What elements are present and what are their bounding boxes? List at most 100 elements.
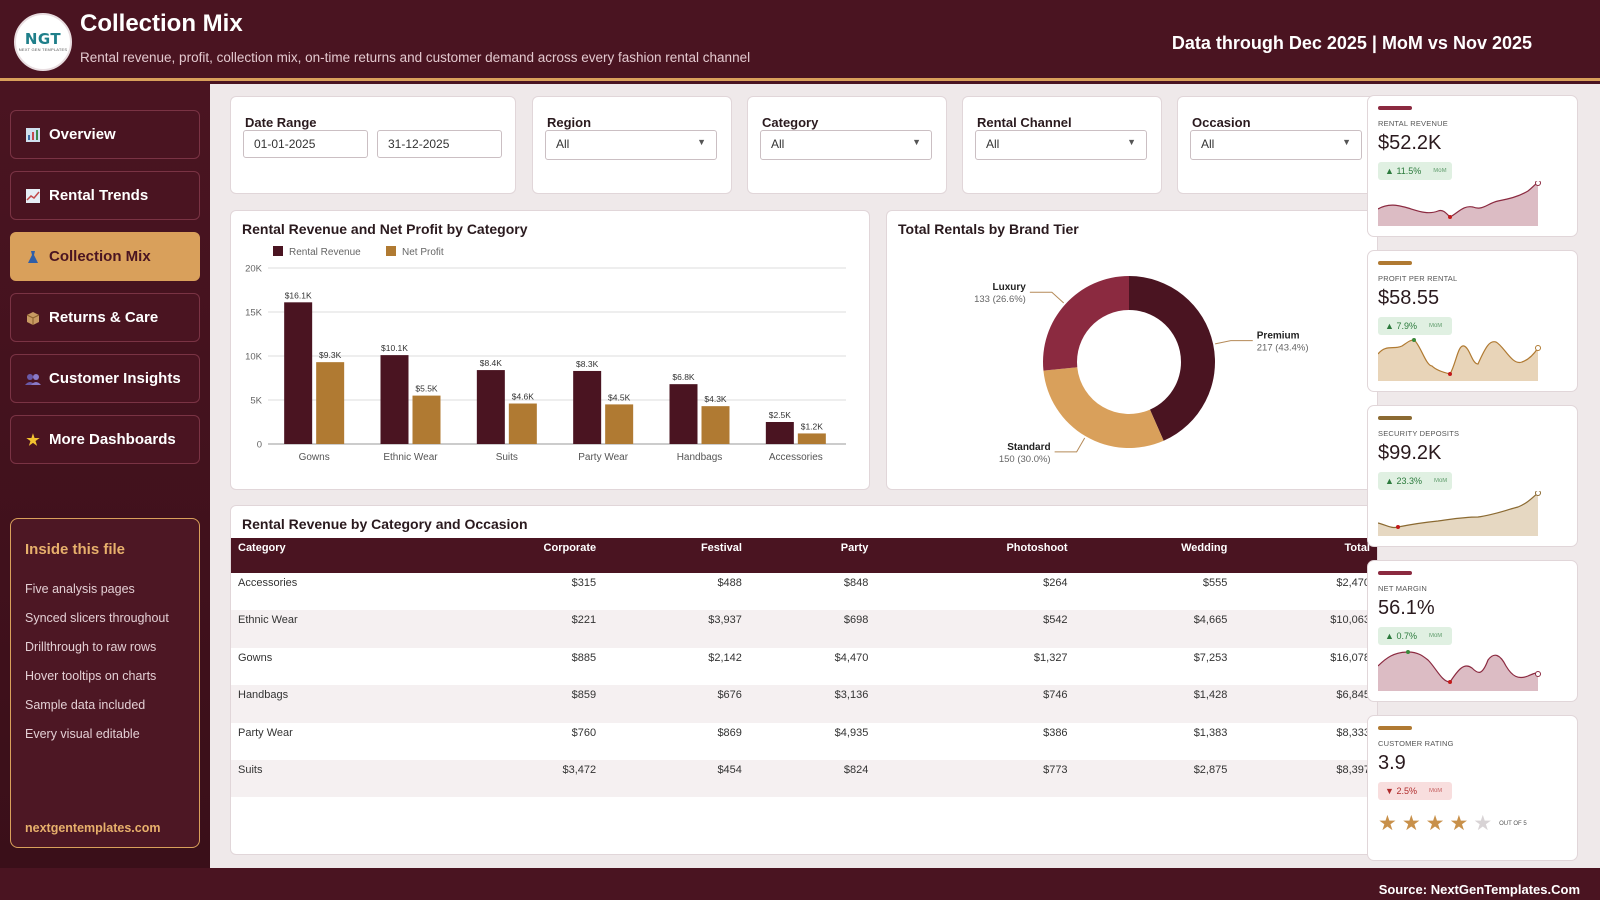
nav-label: Rental Trends (49, 187, 149, 204)
channel-select[interactable]: All ▼ (975, 130, 1147, 160)
page-subtitle: Rental revenue, profit, collection mix, … (80, 50, 751, 65)
table-cell: $10,063 (1234, 610, 1377, 648)
column-header[interactable]: Festival (603, 538, 749, 573)
column-header[interactable]: Corporate (426, 538, 604, 573)
data-label: $10.1K (381, 343, 408, 353)
nav-rental-trends[interactable]: Rental Trends (10, 171, 200, 220)
dress-icon (25, 249, 41, 265)
data-label: $4.5K (608, 392, 631, 402)
bar-rental-revenue (284, 302, 313, 444)
table-row[interactable]: Accessories $315 $488 $848 $264 $555 $2,470 (231, 573, 1377, 610)
inside-item: Sample data included (25, 698, 146, 712)
select-value: All (771, 137, 785, 151)
region-select[interactable]: All ▼ (545, 130, 717, 160)
donut-slice-standard (1043, 367, 1164, 448)
kpi-change: 0.7% (1396, 631, 1417, 641)
occasion-select[interactable]: All ▼ (1190, 130, 1362, 160)
slice-value-label: 133 (26.6%) (974, 294, 1026, 305)
page-title: Collection Mix (80, 10, 243, 37)
nav-label: More Dashboards (49, 431, 176, 448)
legend-swatch (386, 246, 396, 256)
date-end-input[interactable]: 31-12-2025 (377, 130, 502, 158)
nav-customer-insights[interactable]: Customer Insights (10, 354, 200, 403)
column-header[interactable]: Party (748, 538, 876, 573)
kpi-profit-per-rental[interactable]: PROFIT PER RENTAL $58.55 ▲ 7.9% MoM (1367, 250, 1578, 392)
table-cell: Ethnic Wear (231, 610, 427, 648)
logo[interactable]: NGT NEXT GEN TEMPLATES (14, 13, 72, 71)
site-link[interactable]: nextgentemplates.com (25, 821, 161, 835)
column-header[interactable]: Category (231, 538, 427, 573)
arrow-up-icon: ▲ (1385, 631, 1394, 641)
kpi-rental-revenue[interactable]: RENTAL REVENUE $52.2K ▲ 11.5% MoM (1367, 95, 1578, 237)
slice-value-label: 217 (43.4%) (1257, 343, 1309, 354)
y-tick-label: 20K (245, 264, 263, 275)
table-cell: $773 (875, 759, 1075, 798)
table-cell: $7,253 (1193, 651, 1228, 664)
slice-name-label: Premium (1257, 331, 1300, 342)
select-value: All (556, 137, 570, 151)
kpi-change-badge: ▲ 7.9% MoM (1378, 317, 1452, 335)
table-cell: $698 (748, 610, 876, 648)
bar-chart[interactable]: Rental Revenue Net Profit 0 5K 10K 15K 20K $16.… (231, 231, 871, 491)
table-cell: $386 (1043, 726, 1068, 739)
table-cell: $555 (1202, 577, 1228, 589)
filter-label: Rental Channel (977, 115, 1072, 130)
star-filled-icon: ★ (1425, 812, 1445, 835)
nav-more-dashboards[interactable]: ★ More Dashboards (10, 415, 200, 464)
select-value: All (1201, 137, 1215, 151)
slice-value-label: 150 (30.0%) (999, 454, 1051, 465)
table-cell: Handbags (231, 685, 427, 723)
arrow-down-icon: ▼ (1385, 786, 1394, 796)
table-row[interactable]: Party Wear $760 $869 $4,935 $386 $1,383 $8,333 (231, 723, 1377, 760)
y-tick-label: 5K (250, 396, 262, 407)
arrow-up-icon: ▲ (1385, 476, 1394, 486)
bar-net-profit (316, 362, 345, 444)
column-header[interactable]: Photoshoot (875, 538, 1075, 573)
table-cell: $1,327 (1033, 651, 1068, 664)
table-cell: $1,428 (1074, 685, 1235, 723)
arrow-up-icon: ▲ (1385, 321, 1394, 331)
table-cell: $454 (603, 759, 749, 798)
nav-collection-mix[interactable]: Collection Mix (10, 232, 200, 281)
chevron-down-icon: ▼ (697, 137, 706, 147)
bar-rental-revenue (476, 370, 505, 444)
column-header[interactable]: Total (1234, 538, 1377, 573)
table-row[interactable]: Ethnic Wear $221 $3,937 $698 $542 $4,665 $10,0… (231, 610, 1377, 648)
x-tick-label: Accessories (769, 452, 823, 463)
source-text: Source: NextGenTemplates.Com (1378, 882, 1580, 897)
kpi-accent-bar (1378, 571, 1412, 575)
table-cell: Party Wear (238, 726, 293, 739)
kpi-security-deposits[interactable]: SECURITY DEPOSITS $99.2K ▲ 23.3% MoM (1367, 405, 1578, 547)
table-cell: $2,142 (708, 651, 742, 664)
nav-overview[interactable]: Overview (10, 110, 200, 159)
kpi-net-margin[interactable]: NET MARGIN 56.1% ▲ 0.7% MoM (1367, 560, 1578, 702)
table-row[interactable]: Gowns $885 $2,142 $4,470 $1,327 $7,253 $16,078 (231, 648, 1377, 685)
logo-subtext: NEXT GEN TEMPLATES (18, 46, 68, 52)
table-cell: $6,845 (1234, 685, 1377, 723)
inside-this-file-panel: Inside this file Five analysis pages Syn… (10, 518, 200, 848)
table-row[interactable]: Handbags $859 $676 $3,136 $746 $1,428 $6,845 (231, 685, 1377, 723)
kpi-customer-rating[interactable]: CUSTOMER RATING 3.9 ▼ 2.5% MoM ★ ★ ★ ★ ★ … (1367, 715, 1578, 861)
revenue-table: Category Corporate Festival Party Photos… (231, 538, 1377, 798)
inside-item: Synced slicers throughout (25, 611, 169, 625)
date-start-input[interactable]: 01-01-2025 (243, 130, 368, 158)
leader-line (1215, 340, 1253, 345)
y-tick-label: 0 (257, 440, 262, 451)
y-tick-label: 10K (245, 352, 263, 363)
kpi-label: CUSTOMER RATING (1378, 739, 1454, 748)
chevron-down-icon: ▼ (1127, 137, 1136, 147)
column-header[interactable]: Wedding (1074, 538, 1235, 573)
legend-label: Rental Revenue (289, 247, 361, 258)
table-cell: $2,470 (1336, 577, 1370, 589)
filter-occasion: Occasion All ▼ (1177, 96, 1377, 194)
star-rating: ★ ★ ★ ★ ★ OUT OF 5 (1378, 811, 1527, 836)
category-select[interactable]: All ▼ (760, 130, 932, 160)
data-label: $6.8K (672, 372, 695, 382)
nav-returns-care[interactable]: Returns & Care (10, 293, 200, 342)
table-row[interactable]: Suits $3,472 $454 $824 $773 $2,875 $8,397 (231, 759, 1377, 798)
inside-item: Five analysis pages (25, 582, 135, 596)
kpi-change: 7.9% (1396, 321, 1417, 331)
inside-title: Inside this file (25, 541, 126, 558)
package-icon (25, 310, 41, 326)
